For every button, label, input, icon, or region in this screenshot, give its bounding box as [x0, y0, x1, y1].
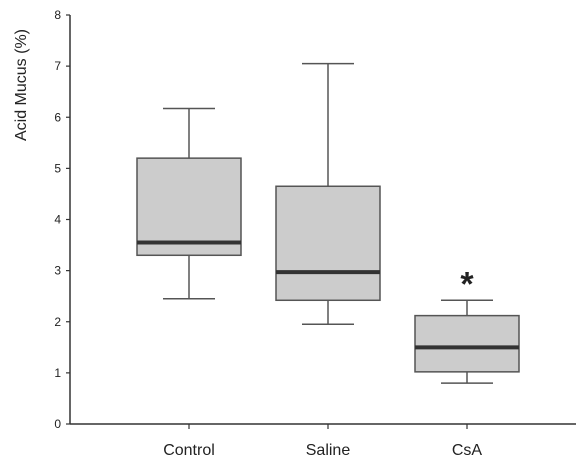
y-axis-title: Acid Mucus (%) [13, 29, 30, 141]
y-tick-label-5: 5 [54, 161, 61, 175]
x-tick-label-csa: CsA [452, 442, 483, 459]
y-tick-label-6: 6 [54, 110, 61, 124]
box-control [136, 107, 242, 300]
box-saline [275, 62, 381, 326]
y-tick-label-2: 2 [54, 315, 61, 329]
boxes-layer [136, 62, 520, 384]
y-tick-label-8: 8 [54, 8, 61, 22]
x-tick-label-control: Control [163, 442, 215, 459]
labels-layer: 0 1 2 3 4 5 6 7 8 Control Saline CsA * [54, 8, 482, 459]
box-rect-control [136, 157, 242, 257]
axes [66, 14, 576, 429]
box-rect-csa [414, 314, 520, 373]
y-tick-label-1: 1 [54, 366, 61, 380]
y-tick-label-0: 0 [54, 417, 61, 431]
box-rect-saline [275, 185, 381, 302]
y-tick-label-4: 4 [54, 213, 61, 227]
y-tick-label-3: 3 [54, 264, 61, 278]
x-tick-label-saline: Saline [306, 442, 351, 459]
significance-star-csa: * [460, 265, 474, 303]
y-tick-label-7: 7 [54, 59, 61, 73]
box-csa [414, 299, 520, 384]
